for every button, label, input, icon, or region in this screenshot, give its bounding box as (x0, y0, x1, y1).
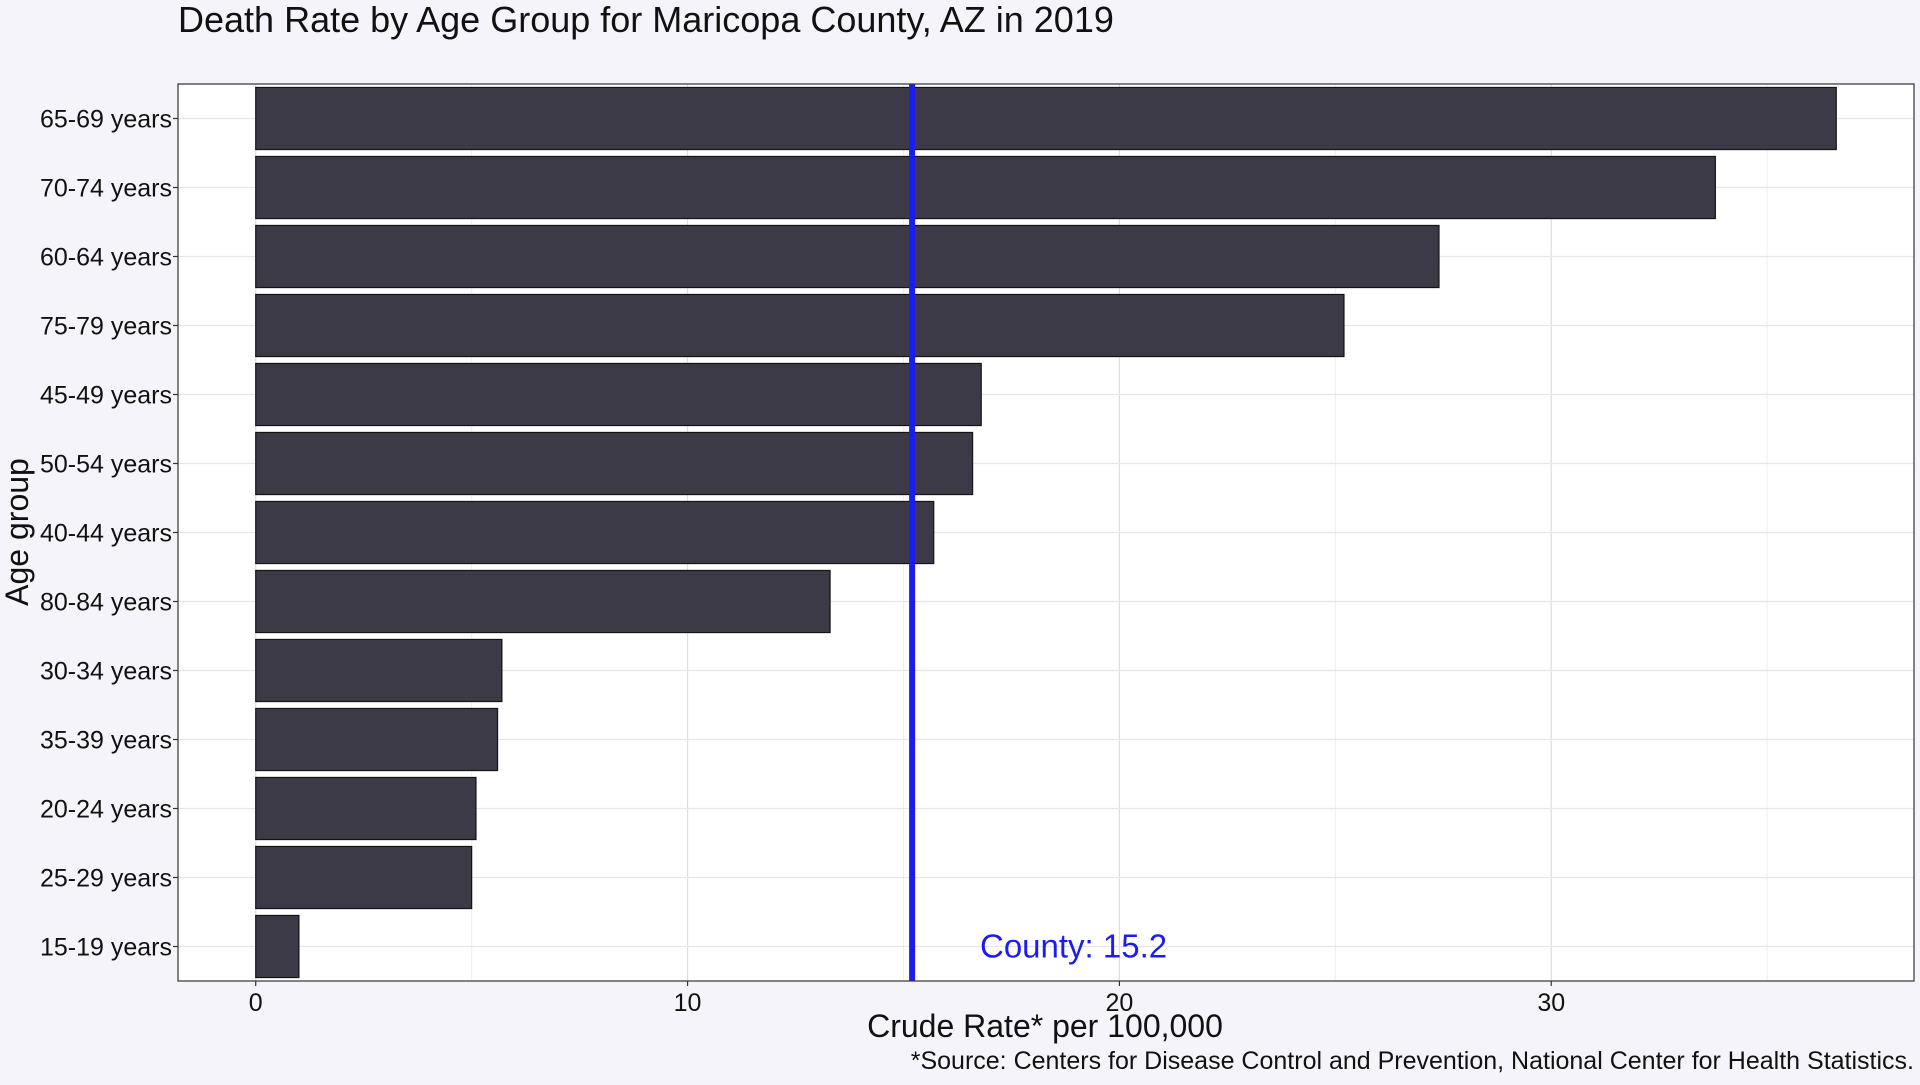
bar-65-69-years (255, 86, 1837, 151)
y-tick-label: 25-29 years (40, 865, 172, 893)
y-tick-label: 40-44 years (40, 520, 172, 548)
x-tick-label: 10 (674, 989, 702, 1017)
bar-45-49-years (255, 362, 982, 427)
y-axis-label: Age group (0, 458, 35, 606)
bar-75-79-years (255, 293, 1345, 358)
y-tick-label: 20-24 years (40, 796, 172, 824)
bar-15-19-years (255, 914, 300, 979)
y-tick-label: 80-84 years (40, 589, 172, 617)
plot-panel: County: 15.2 65-69 years 70-74 years 60-64 … (40, 83, 1915, 1017)
bar-60-64-years (255, 224, 1440, 289)
y-tick-label: 35-39 years (40, 727, 172, 755)
y-tick-label: 50-54 years (40, 451, 172, 479)
bar-35-39-years (255, 707, 499, 772)
y-tick-label: 30-34 years (40, 658, 172, 686)
bar-30-34-years (255, 638, 503, 703)
y-tick-label: 15-19 years (40, 934, 172, 962)
x-tick-label: 0 (249, 989, 263, 1017)
county-reference-label: County: 15.2 (980, 928, 1167, 965)
x-axis-label: Crude Rate* per 100,000 (867, 1008, 1223, 1044)
bar-70-74-years (255, 155, 1716, 220)
bar-25-29-years (255, 845, 473, 910)
bar-50-54-years (255, 431, 974, 496)
x-tick-label: 20 (1106, 989, 1134, 1017)
y-tick-label: 70-74 years (40, 175, 172, 203)
chart-title: Death Rate by Age Group for Maricopa Cou… (178, 0, 1114, 40)
y-tick-label: 60-64 years (40, 244, 172, 272)
y-tick-label: 45-49 years (40, 382, 172, 410)
bar-40-44-years (255, 500, 935, 565)
y-tick-label: 75-79 years (40, 313, 172, 341)
x-tick-label: 30 (1537, 989, 1565, 1017)
bar-80-84-years (255, 569, 831, 634)
bar-20-24-years (255, 776, 477, 841)
source-note: *Source: Centers for Disease Control and… (911, 1047, 1914, 1075)
y-tick-label: 65-69 years (40, 106, 172, 134)
